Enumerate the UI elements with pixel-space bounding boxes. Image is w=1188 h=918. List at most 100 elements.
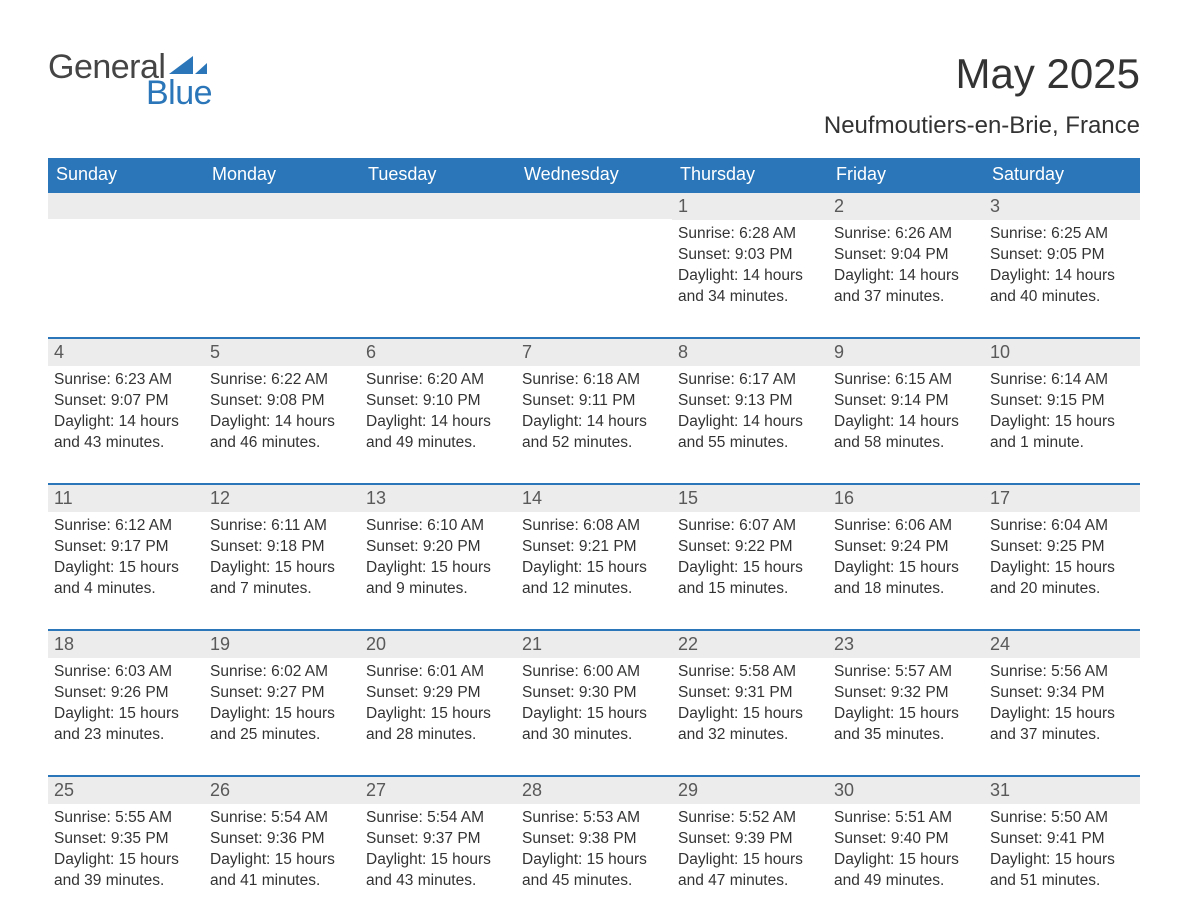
daylight-text-line2: and 55 minutes. <box>678 433 822 454</box>
calendar-day-cell: 1Sunrise: 6:28 AMSunset: 9:03 PMDaylight… <box>672 193 828 333</box>
sunrise-text: Sunrise: 6:15 AM <box>834 370 978 391</box>
day-number: 10 <box>984 339 1140 366</box>
daylight-text-line1: Daylight: 15 hours <box>678 704 822 725</box>
calendar-day-cell: 9Sunrise: 6:15 AMSunset: 9:14 PMDaylight… <box>828 339 984 479</box>
sunset-text: Sunset: 9:41 PM <box>990 829 1134 850</box>
sunrise-text: Sunrise: 6:20 AM <box>366 370 510 391</box>
day-details: Sunrise: 5:56 AMSunset: 9:34 PMDaylight:… <box>984 658 1140 752</box>
day-number: 21 <box>516 631 672 658</box>
sunrise-text: Sunrise: 5:54 AM <box>366 808 510 829</box>
day-number: 9 <box>828 339 984 366</box>
day-details: Sunrise: 6:08 AMSunset: 9:21 PMDaylight:… <box>516 512 672 606</box>
day-number: 8 <box>672 339 828 366</box>
daylight-text-line2: and 18 minutes. <box>834 579 978 600</box>
sunset-text: Sunset: 9:14 PM <box>834 391 978 412</box>
calendar-day-cell <box>360 193 516 333</box>
daylight-text-line1: Daylight: 15 hours <box>834 850 978 871</box>
day-details: Sunrise: 6:06 AMSunset: 9:24 PMDaylight:… <box>828 512 984 606</box>
day-number: 24 <box>984 631 1140 658</box>
day-header: Wednesday <box>516 158 672 193</box>
calendar-day-cell: 2Sunrise: 6:26 AMSunset: 9:04 PMDaylight… <box>828 193 984 333</box>
calendar-week: 18Sunrise: 6:03 AMSunset: 9:26 PMDayligh… <box>48 629 1140 771</box>
daylight-text-line1: Daylight: 14 hours <box>366 412 510 433</box>
day-header: Tuesday <box>360 158 516 193</box>
sunset-text: Sunset: 9:10 PM <box>366 391 510 412</box>
calendar-day-cell: 16Sunrise: 6:06 AMSunset: 9:24 PMDayligh… <box>828 485 984 625</box>
daylight-text-line1: Daylight: 15 hours <box>990 412 1134 433</box>
sunset-text: Sunset: 9:08 PM <box>210 391 354 412</box>
sunset-text: Sunset: 9:32 PM <box>834 683 978 704</box>
daylight-text-line1: Daylight: 15 hours <box>54 704 198 725</box>
day-number: 22 <box>672 631 828 658</box>
title-block: May 2025 Neufmoutiers-en-Brie, France <box>824 50 1140 140</box>
calendar-header-row: Sunday Monday Tuesday Wednesday Thursday… <box>48 158 1140 193</box>
sunrise-text: Sunrise: 5:56 AM <box>990 662 1134 683</box>
day-details: Sunrise: 6:23 AMSunset: 9:07 PMDaylight:… <box>48 366 204 460</box>
day-number <box>516 193 672 219</box>
daylight-text-line1: Daylight: 14 hours <box>834 266 978 287</box>
day-number: 16 <box>828 485 984 512</box>
daylight-text-line1: Daylight: 14 hours <box>522 412 666 433</box>
daylight-text-line1: Daylight: 15 hours <box>990 704 1134 725</box>
calendar-day-cell: 20Sunrise: 6:01 AMSunset: 9:29 PMDayligh… <box>360 631 516 771</box>
day-details: Sunrise: 5:53 AMSunset: 9:38 PMDaylight:… <box>516 804 672 898</box>
calendar-day-cell: 22Sunrise: 5:58 AMSunset: 9:31 PMDayligh… <box>672 631 828 771</box>
daylight-text-line2: and 23 minutes. <box>54 725 198 746</box>
daylight-text-line2: and 43 minutes. <box>54 433 198 454</box>
sunrise-text: Sunrise: 6:06 AM <box>834 516 978 537</box>
sunset-text: Sunset: 9:35 PM <box>54 829 198 850</box>
daylight-text-line1: Daylight: 14 hours <box>834 412 978 433</box>
calendar-day-cell: 21Sunrise: 6:00 AMSunset: 9:30 PMDayligh… <box>516 631 672 771</box>
sunrise-text: Sunrise: 5:58 AM <box>678 662 822 683</box>
day-header: Thursday <box>672 158 828 193</box>
sunset-text: Sunset: 9:34 PM <box>990 683 1134 704</box>
daylight-text-line2: and 46 minutes. <box>210 433 354 454</box>
daylight-text-line2: and 25 minutes. <box>210 725 354 746</box>
calendar-day-cell: 6Sunrise: 6:20 AMSunset: 9:10 PMDaylight… <box>360 339 516 479</box>
daylight-text-line2: and 41 minutes. <box>210 871 354 892</box>
day-number: 29 <box>672 777 828 804</box>
day-details: Sunrise: 6:15 AMSunset: 9:14 PMDaylight:… <box>828 366 984 460</box>
daylight-text-line1: Daylight: 15 hours <box>522 850 666 871</box>
calendar-day-cell: 19Sunrise: 6:02 AMSunset: 9:27 PMDayligh… <box>204 631 360 771</box>
calendar-day-cell: 18Sunrise: 6:03 AMSunset: 9:26 PMDayligh… <box>48 631 204 771</box>
calendar-day-cell: 12Sunrise: 6:11 AMSunset: 9:18 PMDayligh… <box>204 485 360 625</box>
day-details: Sunrise: 5:58 AMSunset: 9:31 PMDaylight:… <box>672 658 828 752</box>
daylight-text-line2: and 43 minutes. <box>366 871 510 892</box>
day-details: Sunrise: 6:17 AMSunset: 9:13 PMDaylight:… <box>672 366 828 460</box>
sunset-text: Sunset: 9:37 PM <box>366 829 510 850</box>
daylight-text-line1: Daylight: 14 hours <box>678 412 822 433</box>
sunset-text: Sunset: 9:24 PM <box>834 537 978 558</box>
daylight-text-line2: and 34 minutes. <box>678 287 822 308</box>
sunset-text: Sunset: 9:25 PM <box>990 537 1134 558</box>
sunset-text: Sunset: 9:26 PM <box>54 683 198 704</box>
day-details: Sunrise: 6:04 AMSunset: 9:25 PMDaylight:… <box>984 512 1140 606</box>
sunset-text: Sunset: 9:31 PM <box>678 683 822 704</box>
daylight-text-line1: Daylight: 15 hours <box>678 850 822 871</box>
sunset-text: Sunset: 9:29 PM <box>366 683 510 704</box>
sunrise-text: Sunrise: 5:53 AM <box>522 808 666 829</box>
daylight-text-line2: and 37 minutes. <box>990 725 1134 746</box>
day-details: Sunrise: 6:26 AMSunset: 9:04 PMDaylight:… <box>828 220 984 314</box>
calendar-day-cell: 30Sunrise: 5:51 AMSunset: 9:40 PMDayligh… <box>828 777 984 917</box>
sunrise-text: Sunrise: 6:04 AM <box>990 516 1134 537</box>
day-details: Sunrise: 5:57 AMSunset: 9:32 PMDaylight:… <box>828 658 984 752</box>
daylight-text-line2: and 40 minutes. <box>990 287 1134 308</box>
day-number: 2 <box>828 193 984 220</box>
sunrise-text: Sunrise: 5:52 AM <box>678 808 822 829</box>
sunrise-text: Sunrise: 6:11 AM <box>210 516 354 537</box>
day-number <box>48 193 204 219</box>
day-number: 27 <box>360 777 516 804</box>
calendar-day-cell: 31Sunrise: 5:50 AMSunset: 9:41 PMDayligh… <box>984 777 1140 917</box>
calendar-day-cell: 11Sunrise: 6:12 AMSunset: 9:17 PMDayligh… <box>48 485 204 625</box>
sunset-text: Sunset: 9:20 PM <box>366 537 510 558</box>
calendar-week: 1Sunrise: 6:28 AMSunset: 9:03 PMDaylight… <box>48 193 1140 333</box>
daylight-text-line2: and 49 minutes. <box>834 871 978 892</box>
calendar-day-cell: 7Sunrise: 6:18 AMSunset: 9:11 PMDaylight… <box>516 339 672 479</box>
page-subtitle: Neufmoutiers-en-Brie, France <box>824 112 1140 140</box>
sunset-text: Sunset: 9:15 PM <box>990 391 1134 412</box>
day-number: 17 <box>984 485 1140 512</box>
sunset-text: Sunset: 9:38 PM <box>522 829 666 850</box>
sunrise-text: Sunrise: 6:07 AM <box>678 516 822 537</box>
day-number: 19 <box>204 631 360 658</box>
